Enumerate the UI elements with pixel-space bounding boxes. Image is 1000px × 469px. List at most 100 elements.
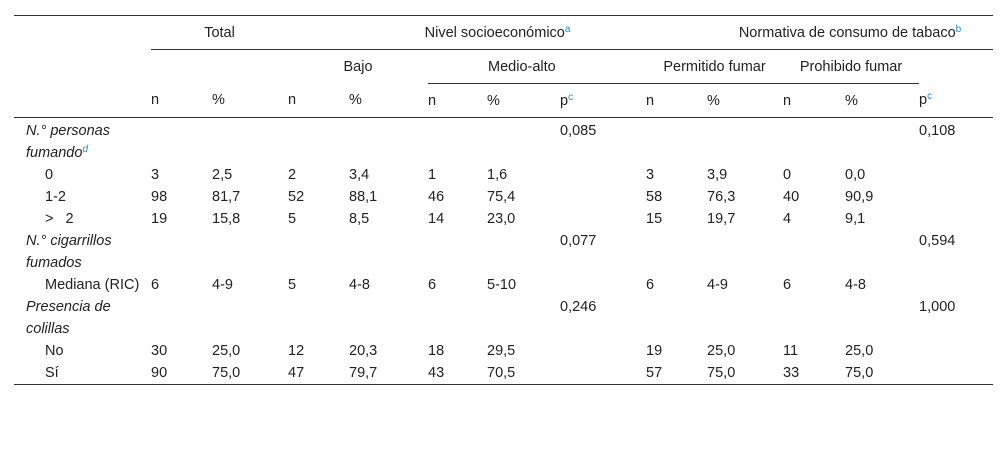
column-label: p [560,92,569,109]
cell: 75,4 [487,186,560,208]
cell: 0 [783,164,845,186]
cell-value: 25,0 [845,343,874,359]
cell: 70,5 [487,362,560,385]
cell: 0,077 [560,230,646,274]
data-row: No 30 25,0 12 20,3 18 29,5 19 25,0 11 25,0 [14,340,993,362]
column-header: % [845,83,920,118]
section-label: N.° personas fumando [26,123,115,161]
column-header: % [707,83,784,118]
row-label: 0 [45,167,54,183]
cell [560,186,646,208]
cell-value: 1,6 [487,167,508,183]
empty-cell [14,16,151,50]
cell [428,296,487,340]
cell-value: 6 [783,277,792,293]
row-label-cell: > 2 [14,208,151,230]
cell [919,164,993,186]
cell-value: 4-8 [845,277,866,293]
cell: 2,5 [212,164,288,186]
cell: 0,0 [845,164,919,186]
cell-value: 57 [646,365,663,381]
cell: 4-8 [349,274,428,296]
cell-value: 19 [151,211,168,227]
cell: 19 [646,340,707,362]
group-header: Nivel socioeconómicoa [288,15,708,50]
cell: 6 [783,274,845,296]
cell: 1,000 [919,296,993,340]
cell: 23,0 [487,208,560,230]
group-label: Nivel socioeconómico [424,24,565,41]
cell: 25,0 [845,340,919,362]
cell-value: 88,1 [349,189,378,205]
group-label: Normativa de consumo de tabaco [738,24,956,41]
row-label-cell: 0 [14,164,151,186]
cell: 6 [428,274,487,296]
cell-value: 75,4 [487,189,516,205]
cell: 40 [783,186,845,208]
cell: 1,6 [487,164,560,186]
cell: 81,7 [212,186,288,208]
subgroup-header: Medio-alto [428,49,647,84]
cell-value: 43 [428,365,445,381]
column-label: % [845,92,858,109]
cell: 6 [646,274,707,296]
cell-value: 12 [288,343,305,359]
group-header: Normativa de consumo de tabacob [707,15,994,50]
row-label: No [45,343,64,359]
cell-value: 23,0 [487,211,516,227]
cell: 11 [783,340,845,362]
cell-value: 29,5 [487,343,516,359]
column-header: n [646,83,708,118]
section-label-cell: N.° cigarrillos fumados [14,230,151,274]
cell: 18 [428,340,487,362]
cell [487,296,560,340]
cell: 4-9 [212,274,288,296]
cell [919,274,993,296]
column-header: % [487,83,561,118]
cell-value: 76,3 [707,189,736,205]
column-header: n [151,83,212,118]
superscript: d [82,144,88,155]
column-label: n [646,92,655,109]
group-label: Total [204,24,235,41]
cell [428,230,487,274]
cell: 2 [288,164,349,186]
cell [151,118,212,165]
column-header: n [783,83,846,118]
subgroup-label: Bajo [343,58,373,75]
row-label-cell: No [14,340,151,362]
cell: 3 [151,164,212,186]
p-value: 0,246 [560,299,597,315]
cell-value: 33 [783,365,800,381]
cell: 25,0 [707,340,783,362]
cell: 19 [151,208,212,230]
cell [212,118,288,165]
cell-value: 15,8 [212,211,241,227]
column-header: % [212,83,289,118]
cell-value: 75,0 [212,365,241,381]
cell-value: 5-10 [487,277,517,293]
cell-value: 6 [151,277,160,293]
cell [288,230,349,274]
subgroup-label: Permitido fumar [663,58,766,75]
superscript-text: c [568,91,574,103]
cell-value: 5 [288,277,297,293]
section-row: N.° cigarrillos fumados 0,077 0,594 [14,230,993,274]
cell [646,118,707,165]
superscript-text: a [564,23,571,35]
row-label: Sí [45,365,59,381]
cell-value: 19,7 [707,211,736,227]
data-table: Total Nivel socioeconómicoa Normativa de c… [14,15,994,385]
cell-value: 81,7 [212,189,241,205]
table-body: N.° personas fumandod 0,085 0,108 0 3 2,5 2 3,4… [14,118,993,385]
cell-value: 0 [783,167,792,183]
cell [783,118,845,165]
subgroup-header: Bajo [288,50,428,84]
cell: 29,5 [487,340,560,362]
cell: 25,0 [212,340,288,362]
cell: 90 [151,362,212,385]
cell: 6 [151,274,212,296]
section-label-cell: Presencia de colillas [14,296,151,340]
cell: 30 [151,340,212,362]
section-label-cell: N.° personas fumandod [14,118,151,165]
